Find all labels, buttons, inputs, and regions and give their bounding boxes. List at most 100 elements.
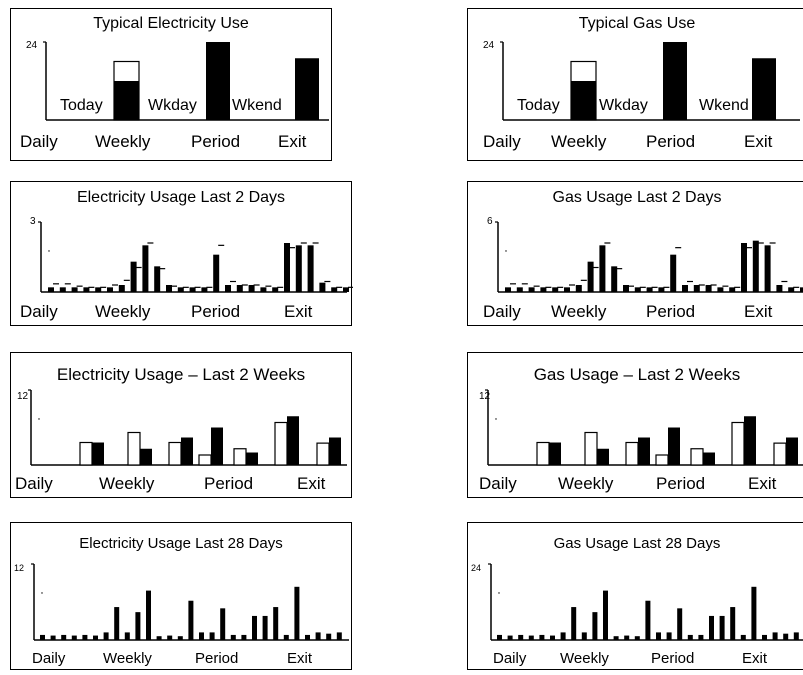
panel-title: Electricity Usage Last 28 Days: [79, 535, 283, 552]
bar-label-wkday: Wkday: [599, 97, 648, 114]
bar: [59, 287, 66, 292]
bar: [698, 634, 704, 640]
axis-dot: [41, 592, 43, 594]
bar: [82, 634, 88, 640]
bar: [336, 632, 342, 640]
bar: [682, 285, 688, 292]
bar-previous-week: [233, 448, 247, 466]
axis-dot: [505, 250, 507, 252]
nav-period-button[interactable]: Period: [646, 132, 696, 151]
bar: [709, 615, 714, 640]
gas-2-days-chart: [495, 221, 803, 293]
bar-wkend: [752, 58, 776, 120]
bar: [762, 634, 767, 640]
bar: [550, 635, 555, 640]
panel-electricity-28-days: Electricity Usage Last 28 Days 12 Daily …: [10, 522, 352, 670]
nav-period-button[interactable]: Period: [646, 302, 696, 321]
nav-period-button[interactable]: Period: [191, 132, 241, 151]
nav-weekly-button[interactable]: Weekly: [95, 302, 151, 321]
nav-exit-button[interactable]: Exit: [297, 474, 326, 493]
bar: [497, 634, 502, 640]
nav-period-button[interactable]: Period: [656, 474, 706, 493]
nav-period-button[interactable]: Period: [651, 650, 695, 667]
bar-period: [663, 42, 687, 120]
nav-daily-button[interactable]: Daily: [15, 474, 53, 493]
bar: [730, 607, 736, 640]
bar: [592, 612, 598, 640]
bar-previous-week: [690, 448, 704, 466]
nav-weekly-button[interactable]: Weekly: [551, 132, 607, 151]
nav-period-button[interactable]: Period: [191, 302, 241, 321]
bar: [705, 285, 712, 292]
bar: [656, 632, 661, 640]
nav-weekly-button[interactable]: Weekly: [99, 474, 155, 493]
bar-period: [206, 42, 230, 120]
bar-previous-week: [274, 421, 288, 466]
nav-exit-button[interactable]: Exit: [744, 302, 773, 321]
bar: [209, 632, 215, 640]
bar: [507, 635, 513, 640]
bar-previous-week: [625, 441, 639, 466]
bar: [634, 287, 641, 292]
bar: [575, 285, 582, 292]
nav-weekly-button[interactable]: Weekly: [95, 132, 151, 151]
nav-exit-button[interactable]: Exit: [744, 132, 773, 151]
bar: [571, 607, 577, 640]
bar: [764, 245, 771, 292]
nav-exit-button[interactable]: Exit: [287, 650, 313, 667]
nav-weekly-button[interactable]: Weekly: [551, 302, 607, 321]
bar: [272, 287, 279, 292]
bar: [177, 636, 183, 640]
bar: [587, 261, 594, 292]
panel-title: Electricity Usage – Last 2 Weeks: [56, 365, 306, 384]
nav-period-button[interactable]: Period: [204, 474, 254, 493]
nav-exit-button[interactable]: Exit: [742, 650, 768, 667]
nav-daily-button[interactable]: Daily: [479, 474, 517, 493]
nav-daily-button[interactable]: Daily: [483, 302, 521, 321]
bar: [611, 266, 618, 292]
panel-gas-2-days: Gas Usage Last 2 Days 6 Daily Weekly Per…: [467, 181, 803, 326]
nav-exit-button[interactable]: Exit: [278, 132, 307, 151]
axis-dot: [38, 418, 40, 420]
bar: [319, 282, 326, 292]
nav-daily-button[interactable]: Daily: [493, 650, 527, 667]
bar: [188, 600, 194, 640]
axis-dot: [495, 418, 497, 420]
bar-current-week: [92, 442, 104, 465]
bar-current-week: [703, 452, 715, 465]
bar: [516, 287, 523, 292]
bar-previous-week: [773, 442, 787, 466]
nav-daily-button[interactable]: Daily: [20, 302, 58, 321]
bar-current-week: [329, 437, 341, 465]
panel-gas-2-weeks: Gas Usage – Last 2 Weeks 12 Daily Weekly…: [467, 352, 803, 498]
panel-title: Gas Usage – Last 2 Weeks: [533, 365, 741, 384]
nav-weekly-button[interactable]: Weekly: [558, 474, 614, 493]
bar: [772, 632, 778, 640]
bar: [540, 287, 547, 292]
panel-title: Gas Usage Last 2 Days: [552, 189, 722, 206]
bar: [241, 634, 247, 640]
nav-period-button[interactable]: Period: [195, 650, 239, 667]
bar: [61, 634, 67, 640]
nav-weekly-button[interactable]: Weekly: [103, 650, 152, 667]
nav-daily-button[interactable]: Daily: [483, 132, 521, 151]
bar: [729, 287, 736, 292]
bar: [130, 261, 137, 292]
bar-current-week: [549, 442, 561, 465]
nav-daily-button[interactable]: Daily: [20, 132, 58, 151]
bar: [751, 586, 757, 640]
nav-exit-button[interactable]: Exit: [284, 302, 313, 321]
bar: [687, 634, 693, 640]
panel-title: Gas Usage Last 28 Days: [553, 535, 721, 552]
bar-previous-week: [731, 421, 745, 466]
bar: [599, 245, 606, 292]
axis-dot: [498, 592, 500, 594]
panel-title: Typical Gas Use: [578, 15, 696, 32]
panel-electricity-2-days: Electricity Usage Last 2 Days 3 Daily We…: [10, 181, 353, 326]
nav-exit-button[interactable]: Exit: [748, 474, 777, 493]
nav-daily-button[interactable]: Daily: [32, 650, 66, 667]
y-axis-max-label: 3: [30, 216, 36, 227]
bar-label-today: Today: [60, 97, 103, 114]
bar: [752, 240, 759, 292]
nav-weekly-button[interactable]: Weekly: [560, 650, 609, 667]
